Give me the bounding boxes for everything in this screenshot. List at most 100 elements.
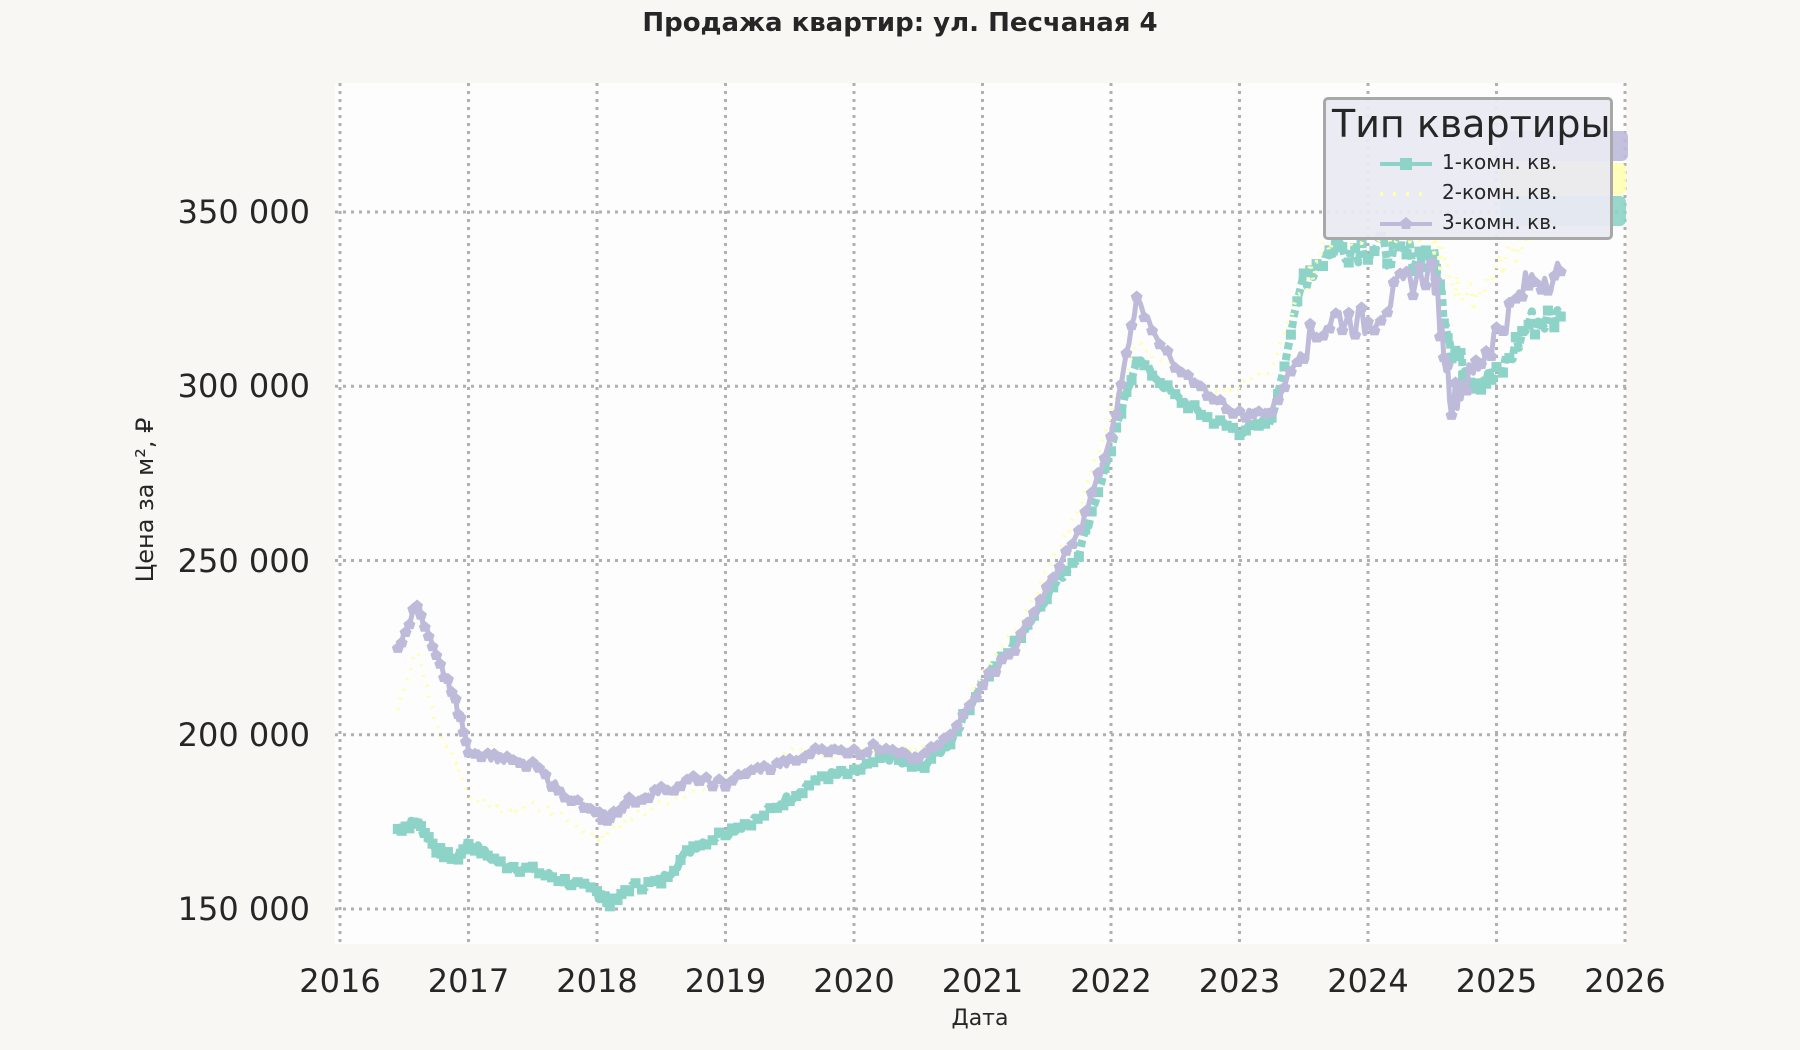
square-marker	[765, 803, 776, 814]
square-marker	[1401, 249, 1412, 260]
square-marker	[1442, 333, 1453, 344]
pentagon-marker	[1464, 363, 1477, 375]
pentagon-marker	[1092, 466, 1105, 478]
square-marker	[1446, 353, 1457, 364]
square-marker	[1343, 257, 1354, 268]
pentagon-marker	[899, 747, 912, 759]
square-marker	[701, 839, 712, 850]
pentagon-marker	[457, 725, 470, 737]
square-marker	[1195, 409, 1206, 420]
square-marker	[1228, 422, 1239, 433]
pentagon-marker	[454, 711, 467, 723]
square-marker	[1234, 430, 1245, 441]
square-marker	[1305, 265, 1316, 276]
pentagon-marker	[1475, 357, 1488, 369]
pentagon-marker	[1516, 290, 1529, 302]
square-marker	[1086, 506, 1097, 517]
square-marker	[1542, 305, 1553, 316]
square-marker	[585, 882, 596, 893]
square-marker	[707, 835, 718, 846]
pentagon-marker	[700, 771, 713, 783]
pentagon-marker	[1541, 284, 1554, 296]
y-tick-label: 350 000	[177, 193, 310, 231]
pentagon-marker	[1441, 358, 1454, 370]
square-marker	[849, 764, 859, 775]
square-marker	[1504, 353, 1515, 364]
square-marker	[1382, 258, 1393, 269]
solid-line-square-marker-icon	[1380, 158, 1432, 170]
square-marker	[861, 758, 872, 769]
square-marker	[945, 739, 956, 750]
square-marker	[1530, 329, 1541, 340]
square-marker	[579, 878, 590, 889]
pentagon-marker	[1047, 571, 1060, 583]
square-marker	[1162, 380, 1173, 391]
square-marker	[797, 788, 808, 799]
square-marker	[636, 884, 647, 895]
square-marker	[460, 844, 471, 855]
square-marker	[1139, 360, 1150, 371]
square-marker	[681, 845, 692, 856]
square-marker	[720, 830, 731, 841]
square-marker	[1176, 397, 1187, 408]
pentagon-marker	[944, 728, 957, 740]
square-marker	[1285, 329, 1296, 340]
square-marker	[547, 872, 558, 883]
pentagon-marker	[1419, 279, 1432, 291]
pentagon-marker	[860, 746, 873, 758]
pentagon-marker	[426, 640, 439, 652]
square-marker	[900, 756, 911, 767]
pentagon-marker	[1008, 644, 1021, 656]
square-marker	[932, 746, 943, 757]
x-tick-label: 2019	[684, 962, 767, 1000]
pentagon-marker	[1085, 486, 1098, 498]
pentagon-marker	[1194, 380, 1207, 392]
pentagon-marker	[539, 768, 552, 780]
pentagon-marker	[1554, 265, 1567, 277]
square-marker	[1061, 566, 1072, 577]
square-marker	[1154, 377, 1165, 388]
square-marker	[1523, 319, 1534, 330]
square-marker	[1458, 371, 1469, 382]
square-marker	[1266, 412, 1277, 423]
pentagon-marker	[1342, 306, 1355, 318]
pentagon-marker	[1430, 273, 1443, 285]
square-marker	[442, 847, 453, 858]
pentagon-marker	[418, 620, 431, 632]
pentagon-marker	[1115, 378, 1128, 390]
square-marker	[1350, 243, 1361, 254]
square-marker	[1121, 386, 1132, 397]
pentagon-marker	[1381, 306, 1394, 318]
square-marker	[599, 891, 610, 902]
square-marker	[855, 764, 866, 775]
square-marker	[572, 877, 583, 888]
pentagon-marker	[571, 794, 584, 806]
square-marker	[836, 765, 847, 776]
x-tick-label: 2017	[427, 962, 510, 1000]
square-marker	[688, 841, 699, 852]
pentagon-marker	[1182, 368, 1195, 380]
square-marker	[714, 827, 725, 838]
square-marker	[1465, 381, 1476, 392]
x-tick-label: 2021	[941, 962, 1024, 1000]
square-marker	[540, 870, 551, 881]
pentagon-marker	[1034, 593, 1047, 605]
square-marker	[1067, 557, 1078, 568]
square-marker	[521, 862, 532, 873]
square-marker	[1099, 462, 1110, 473]
pentagon-marker	[459, 735, 472, 747]
square-marker	[1450, 345, 1461, 356]
square-marker	[746, 820, 757, 831]
square-marker	[435, 843, 446, 854]
square-marker	[964, 705, 975, 716]
pentagon-marker	[1433, 330, 1446, 342]
square-marker	[752, 813, 763, 824]
pentagon-marker	[1161, 344, 1174, 356]
square-marker	[1080, 524, 1091, 535]
legend-label: 2-комн. кв.	[1442, 180, 1558, 204]
pentagon-marker	[867, 737, 880, 749]
square-marker	[1009, 635, 1020, 646]
pentagon-marker	[1297, 352, 1310, 364]
square-marker	[514, 866, 525, 877]
